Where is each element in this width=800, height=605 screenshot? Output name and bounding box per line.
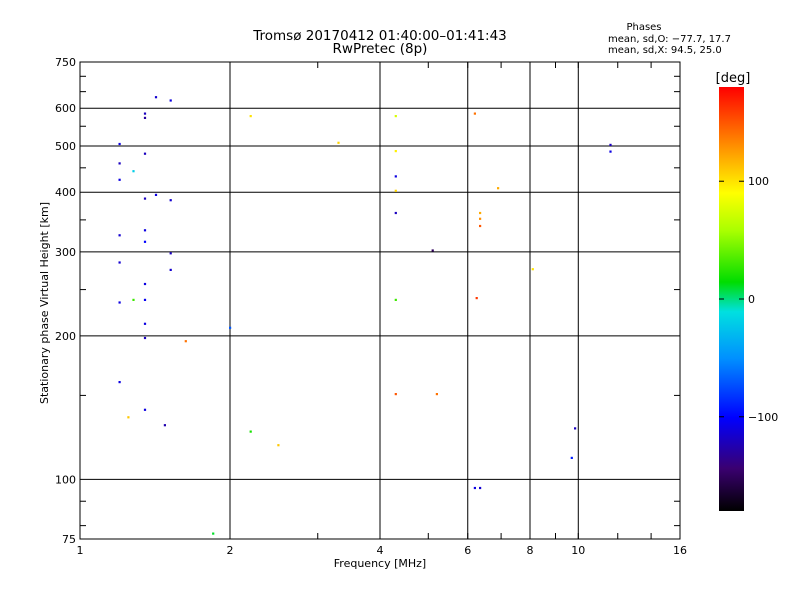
echo-point bbox=[169, 252, 172, 255]
echo-point bbox=[249, 430, 252, 433]
echo-point bbox=[143, 336, 147, 340]
stats-line-o: mean, sd,O: −77.7, 17.7 bbox=[608, 34, 731, 45]
echo-point bbox=[479, 217, 482, 220]
echo-point bbox=[394, 393, 397, 396]
y-tick-label: 600 bbox=[55, 102, 76, 115]
y-tick-label: 750 bbox=[55, 56, 76, 69]
y-axis-label: Stationary phase Virtual Height [km] bbox=[38, 202, 51, 404]
echo-point bbox=[574, 427, 577, 430]
echo-point bbox=[570, 456, 573, 459]
x-tick-label: 16 bbox=[673, 544, 687, 557]
echo-point bbox=[479, 211, 482, 215]
grid-lines bbox=[80, 62, 680, 539]
echo-point bbox=[479, 224, 482, 228]
colorbar-tick-label: 100 bbox=[748, 175, 769, 188]
echo-point bbox=[132, 298, 135, 301]
colorbar-tick-label: −100 bbox=[748, 411, 778, 424]
echo-point bbox=[143, 408, 147, 411]
echo-point bbox=[118, 261, 121, 264]
x-tick-label: 8 bbox=[527, 544, 534, 557]
echo-point bbox=[143, 322, 147, 325]
echo-point bbox=[132, 170, 135, 173]
echo-point bbox=[127, 416, 130, 419]
colorbar-label: [deg] bbox=[716, 71, 751, 86]
echo-point bbox=[184, 340, 187, 343]
echo-point bbox=[497, 187, 500, 190]
y-tick-label: 100 bbox=[55, 473, 76, 486]
echo-point bbox=[118, 142, 121, 146]
echo-point bbox=[394, 115, 397, 118]
echo-point bbox=[531, 268, 534, 271]
echo-point bbox=[394, 211, 397, 215]
x-axis-label: Frequency [MHz] bbox=[334, 557, 426, 570]
echo-point bbox=[143, 282, 147, 286]
echo-points bbox=[118, 96, 612, 535]
x-tick-label: 2 bbox=[227, 544, 234, 557]
echo-point bbox=[394, 150, 397, 153]
x-tick-label: 1 bbox=[77, 544, 84, 557]
y-tick-label: 300 bbox=[55, 246, 76, 259]
echo-point bbox=[479, 486, 482, 490]
echo-point bbox=[154, 193, 158, 196]
echo-point bbox=[212, 532, 215, 535]
x-tick-labels: 1 2 4 6 8 10 16 bbox=[77, 544, 688, 557]
echo-point bbox=[609, 143, 612, 146]
echo-point bbox=[163, 424, 166, 427]
echo-point bbox=[249, 115, 252, 118]
echo-point bbox=[337, 141, 340, 144]
echo-point bbox=[435, 393, 438, 396]
y-tick-label: 200 bbox=[55, 330, 76, 343]
minor-ticks bbox=[79, 62, 681, 539]
echo-point bbox=[229, 326, 232, 329]
echo-point bbox=[475, 297, 478, 300]
echo-point bbox=[169, 268, 172, 271]
stats-heading: Phases bbox=[626, 22, 661, 33]
echo-point bbox=[118, 178, 121, 181]
echo-point bbox=[473, 112, 476, 115]
x-tick-label: 4 bbox=[377, 544, 384, 557]
x-tick-label: 6 bbox=[464, 544, 471, 557]
echo-point bbox=[169, 99, 172, 102]
chart-subtitle: RwPretec (8p) bbox=[333, 41, 428, 57]
y-tick-labels: 75 100 200 300 400 500 600 750 bbox=[55, 56, 76, 546]
echo-point bbox=[118, 301, 121, 304]
echo-point bbox=[394, 175, 397, 178]
echo-point bbox=[143, 116, 147, 119]
echo-point bbox=[143, 229, 147, 232]
colorbar-ticks: 100 0 −100 bbox=[719, 175, 778, 424]
echo-point bbox=[431, 249, 434, 252]
echo-point bbox=[473, 486, 476, 490]
echo-point bbox=[118, 234, 121, 237]
colorbar-tick-label: 0 bbox=[748, 293, 755, 306]
echo-point bbox=[169, 199, 172, 202]
y-tick-label: 75 bbox=[62, 533, 76, 546]
echo-point bbox=[143, 152, 147, 155]
echo-point bbox=[143, 112, 147, 115]
x-tick-label: 10 bbox=[571, 544, 585, 557]
echo-point bbox=[394, 298, 397, 301]
y-tick-label: 400 bbox=[55, 186, 76, 199]
chart-title: Tromsø 20170412 01:40:00–01:41:43 bbox=[252, 28, 507, 44]
echo-point bbox=[143, 197, 147, 200]
echo-point bbox=[277, 444, 280, 447]
echo-point bbox=[118, 162, 121, 165]
echo-point bbox=[143, 240, 147, 243]
echo-point bbox=[154, 96, 158, 99]
y-tick-label: 500 bbox=[55, 140, 76, 153]
echo-point bbox=[394, 189, 397, 192]
echo-point bbox=[118, 381, 121, 384]
echo-point bbox=[143, 298, 147, 301]
stats-line-x: mean, sd,X: 94.5, 25.0 bbox=[608, 45, 722, 56]
echo-point bbox=[609, 150, 612, 153]
